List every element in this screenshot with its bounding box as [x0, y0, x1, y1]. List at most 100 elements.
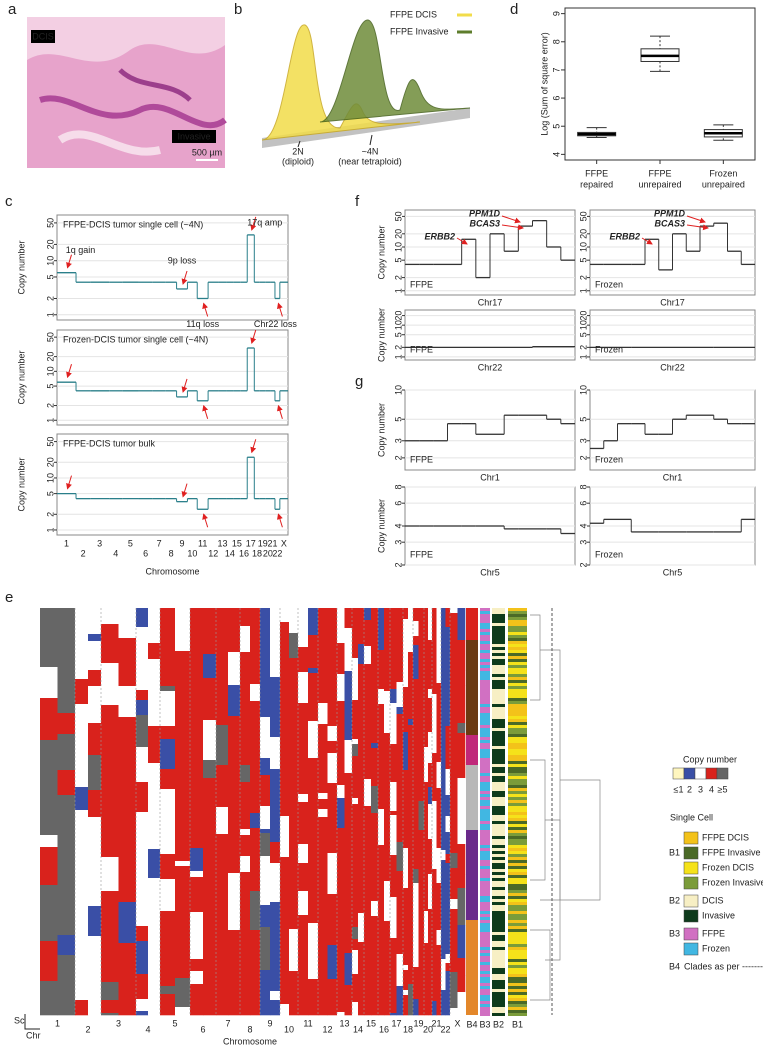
- heatmap-cell: [250, 985, 261, 1016]
- heatmap-cell: [298, 825, 309, 845]
- y-tick-label: 10: [393, 385, 403, 395]
- x-tick-label: 22: [272, 548, 282, 558]
- legend-label: Clades as per -------: [684, 961, 763, 971]
- track-cell: [508, 770, 527, 773]
- heatmap-cell: [57, 770, 76, 796]
- heatmap-cell: [358, 693, 365, 724]
- heatmap-cell: [101, 982, 119, 1001]
- heatmap-cell: [364, 646, 372, 665]
- heatmap-cell: [101, 788, 119, 798]
- track-cell: [508, 641, 527, 644]
- heatmap-cell: [318, 920, 328, 958]
- track-cell: [480, 941, 490, 944]
- heatmap-cell: [101, 857, 119, 892]
- heatmap-cell: [260, 895, 271, 906]
- heatmap-cell: [298, 981, 309, 998]
- track-cell: [480, 677, 490, 680]
- track-cell: [492, 743, 505, 746]
- y-tick-label: 7: [551, 67, 561, 72]
- y-tick-label: 3: [393, 438, 403, 443]
- heatmap-cell: [75, 732, 89, 737]
- y-axis-title: Copy number: [16, 350, 26, 404]
- x-tick-label: 2: [85, 1024, 90, 1034]
- x-tick-label: 18: [403, 1024, 413, 1034]
- y-axis-title: Copy number: [376, 403, 386, 457]
- track-cell: [492, 707, 505, 710]
- track-cell: [492, 659, 505, 662]
- heatmap-cell: [396, 986, 404, 1016]
- heatmap-cell: [228, 608, 241, 621]
- track-cell: [508, 719, 527, 722]
- track-cell: [480, 866, 490, 869]
- y-tick-label: 8: [393, 484, 403, 489]
- track-cell: [508, 626, 527, 629]
- heatmap-cell: [371, 608, 379, 641]
- plot-title: FFPE-DCIS tumor bulk: [63, 438, 156, 448]
- heatmap-cell: [40, 847, 58, 886]
- heatmap-cell: [445, 678, 451, 687]
- track-cell: [508, 986, 527, 989]
- heatmap-cell: [413, 925, 419, 968]
- track-cell: [508, 767, 527, 770]
- heatmap-cell: [396, 954, 404, 987]
- track-cell: [480, 752, 490, 755]
- heatmap-cell: [371, 1001, 379, 1016]
- track-cell: [508, 989, 527, 992]
- sample-label: FFPE: [410, 344, 433, 354]
- track-cell: [508, 920, 527, 923]
- x-tick-label: 16: [239, 548, 249, 558]
- heatmap-cell: [337, 860, 345, 872]
- heatmap-cell: [308, 797, 319, 820]
- heatmap-cell: [445, 686, 451, 727]
- heatmap-cell: [396, 842, 404, 872]
- heatmap-cell: [228, 716, 241, 751]
- heatmap-cell: [118, 608, 137, 623]
- y-tick-label: 10: [45, 256, 55, 266]
- heatmap-cell: [384, 959, 391, 1002]
- heatmap-cell: [337, 963, 345, 975]
- track-cell: [480, 725, 490, 728]
- heatmap-cell: [408, 652, 414, 662]
- track-cell: [508, 821, 527, 824]
- track-cell: [492, 713, 505, 716]
- track-cell: [480, 773, 490, 776]
- heatmap-cell: [101, 797, 119, 815]
- y-tick-label: 10: [393, 320, 403, 330]
- track-cell: [480, 1010, 490, 1013]
- heatmap-cell: [160, 926, 176, 932]
- heatmap-cell: [101, 705, 119, 730]
- heatmap-cell: [203, 778, 217, 795]
- track-cell: [492, 632, 505, 635]
- heatmap-cell: [390, 815, 397, 856]
- sample-label: FFPE: [410, 549, 433, 559]
- track-cell: [492, 863, 505, 866]
- track-cell: [480, 962, 490, 965]
- track-cell: [480, 743, 490, 746]
- heatmap-cell: [432, 787, 437, 802]
- heatmap-cell: [190, 908, 204, 913]
- heatmap-cell: [403, 837, 409, 849]
- heatmap-cell: [260, 703, 271, 718]
- track-cell: [492, 872, 505, 875]
- heatmap-cell: [118, 902, 137, 944]
- heatmap-cell: [358, 942, 365, 970]
- heatmap-cell: [260, 806, 271, 830]
- heatmap-cell: [216, 608, 229, 629]
- track-cell: [508, 752, 527, 755]
- x-tick-label: 1: [64, 538, 69, 548]
- track-cell: [492, 791, 505, 794]
- track-cell: [508, 647, 527, 650]
- x-tick-label: Frozen: [709, 168, 737, 178]
- track-cell: [508, 896, 527, 899]
- y-tick-label: 5: [578, 417, 588, 422]
- x-tick-label: 9: [180, 538, 185, 548]
- heatmap-cell: [352, 744, 359, 757]
- track-cell: [492, 671, 505, 674]
- heatmap-cell: [280, 892, 290, 910]
- heatmap-cell: [148, 889, 161, 904]
- track-cell: [480, 626, 490, 629]
- y-tick-label: 20: [45, 457, 55, 467]
- heatmap-cell: [101, 1000, 119, 1014]
- heatmap-cell: [101, 1013, 119, 1016]
- heatmap-cell: [364, 956, 372, 997]
